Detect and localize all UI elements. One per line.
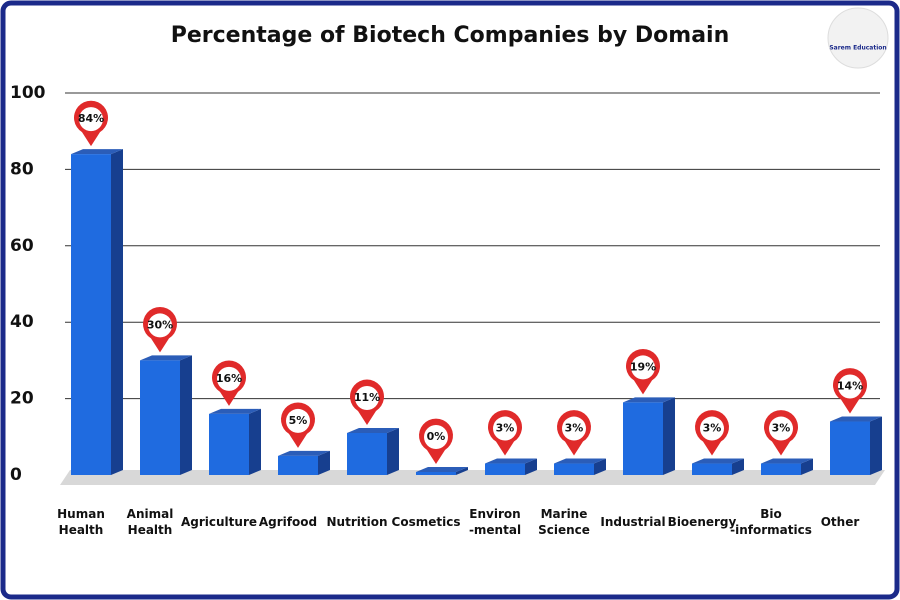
bar-side xyxy=(594,458,606,475)
bar-side xyxy=(870,416,882,475)
bar xyxy=(761,458,813,475)
data-label: 11% xyxy=(354,391,380,404)
data-label: 16% xyxy=(216,372,242,385)
data-label: 5% xyxy=(289,414,308,427)
bar-top xyxy=(140,355,192,361)
logo-text: Sarem Education xyxy=(829,45,886,52)
bar-front xyxy=(347,432,387,475)
y-tick-label: 80 xyxy=(10,159,34,179)
bar-top xyxy=(692,458,744,464)
bar-front xyxy=(830,421,870,475)
x-tick-label: Environ -mental xyxy=(468,507,522,537)
data-label: 30% xyxy=(147,318,173,331)
bar-side xyxy=(249,408,261,475)
bar xyxy=(416,467,468,475)
data-label: 3% xyxy=(703,422,722,435)
bar-front xyxy=(554,463,594,475)
bar xyxy=(830,416,882,475)
bar-front xyxy=(140,360,180,475)
label-pin-center xyxy=(838,374,862,399)
x-tick-label: Nutrition xyxy=(326,515,388,529)
x-tick-label: Bio -informatics xyxy=(730,507,812,537)
y-tick-label: 60 xyxy=(10,236,34,256)
bar-side xyxy=(801,458,813,475)
data-label: 3% xyxy=(565,422,584,435)
bar-side xyxy=(111,149,123,475)
bar-top xyxy=(485,458,537,464)
x-tick-label: Agriculture xyxy=(180,515,257,529)
data-label: 14% xyxy=(837,380,863,393)
x-tick-label: Industrial xyxy=(600,515,666,529)
y-tick-label: 100 xyxy=(10,83,46,103)
bar xyxy=(71,149,123,475)
bar-top xyxy=(347,427,399,433)
bar xyxy=(347,427,399,475)
label-pin-center xyxy=(631,355,655,380)
y-tick-label: 0 xyxy=(10,465,22,485)
label-pin-center xyxy=(148,313,172,338)
label-pin-center xyxy=(286,408,310,433)
data-label: 0% xyxy=(427,430,446,443)
x-tick-label: Other xyxy=(820,515,860,529)
bar xyxy=(485,458,537,475)
bar-side xyxy=(180,355,192,475)
label-pin-center xyxy=(79,107,103,132)
bar-front xyxy=(209,413,249,475)
y-tick-label: 20 xyxy=(10,389,34,409)
label-pin-center xyxy=(424,425,448,449)
label-pin-center xyxy=(769,416,793,441)
label-pin-center xyxy=(562,416,586,441)
bar xyxy=(692,458,744,475)
bar-top xyxy=(761,458,813,464)
bar-side xyxy=(456,467,468,475)
label-pin-center xyxy=(493,416,517,441)
bar-side xyxy=(318,450,330,475)
x-tick-label: Bioenergy xyxy=(667,515,737,529)
bar-top xyxy=(623,397,675,403)
bar xyxy=(278,450,330,475)
x-tick-label: Cosmetics xyxy=(391,515,461,529)
bar-top xyxy=(830,416,882,422)
x-tick-label: Animal Health xyxy=(126,507,174,537)
bar xyxy=(554,458,606,475)
bar-side xyxy=(732,458,744,475)
chart-title: Percentage of Biotech Companies by Domai… xyxy=(171,23,730,48)
bar-front xyxy=(692,463,732,475)
bar-front xyxy=(278,455,318,475)
label-pin-center xyxy=(355,385,379,410)
bar-top xyxy=(278,450,330,456)
bar-side xyxy=(525,458,537,475)
x-tick-label: Agrifood xyxy=(258,515,318,529)
data-label: 19% xyxy=(630,360,656,373)
floor xyxy=(60,470,885,485)
bar-top xyxy=(209,408,261,414)
bar xyxy=(209,408,261,475)
bar-front xyxy=(416,472,456,475)
x-tick-label: Human Health xyxy=(57,507,105,537)
label-pin-center xyxy=(700,416,724,441)
data-label: 3% xyxy=(772,422,791,435)
bar-front xyxy=(761,463,801,475)
x-tick-label: Marine Science xyxy=(538,507,590,537)
bar xyxy=(140,355,192,475)
bar-top xyxy=(71,149,123,155)
bar-top xyxy=(554,458,606,464)
bar-top xyxy=(416,467,468,472)
bar-front xyxy=(71,154,111,475)
bar xyxy=(623,397,675,475)
logo-badge xyxy=(827,7,889,69)
y-tick-label: 40 xyxy=(10,312,34,332)
data-label: 84% xyxy=(78,112,104,125)
bar-front xyxy=(485,463,525,475)
label-pin-center xyxy=(217,366,241,391)
data-label: 3% xyxy=(496,422,515,435)
bar-side xyxy=(663,397,675,475)
bar-front xyxy=(623,402,663,475)
bar-side xyxy=(387,427,399,475)
